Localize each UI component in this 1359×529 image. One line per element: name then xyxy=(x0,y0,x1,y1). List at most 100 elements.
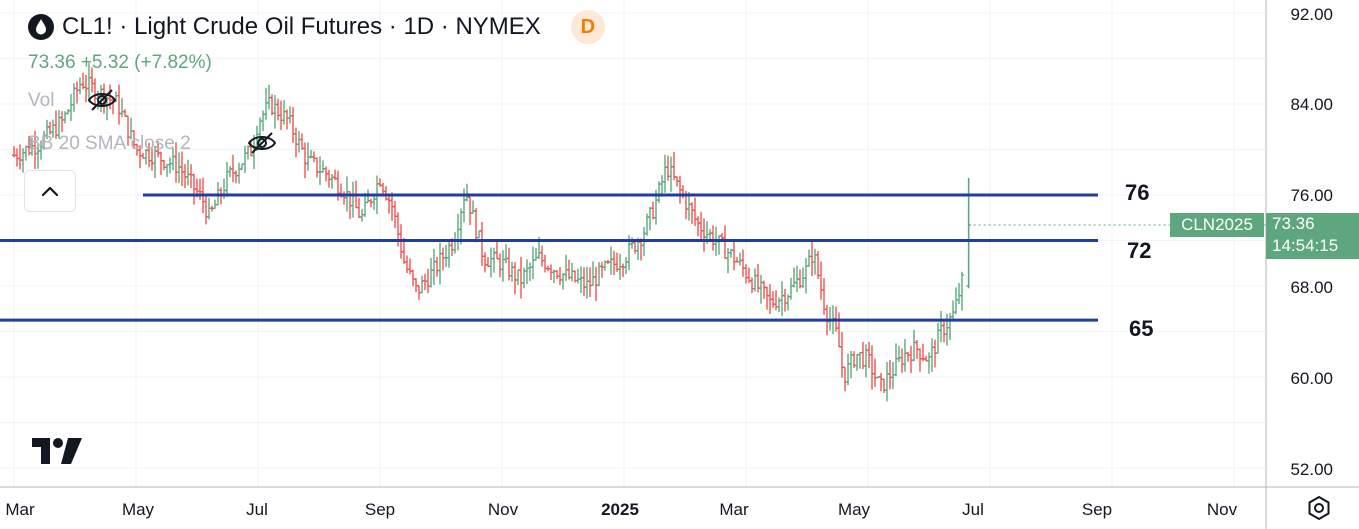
ohlc-bar xyxy=(15,148,19,167)
ohlc-bar xyxy=(753,268,757,292)
ohlc-bar xyxy=(900,348,904,373)
ohlc-bar xyxy=(810,241,814,277)
ohlc-bar xyxy=(897,345,901,363)
ohlc-bar xyxy=(720,233,724,240)
ohlc-bar xyxy=(819,261,823,300)
ohlc-bar xyxy=(270,94,274,116)
ohlc-bar xyxy=(435,256,439,277)
ohlc-bar xyxy=(945,313,949,346)
ohlc-bar xyxy=(564,254,568,281)
ohlc-bar xyxy=(648,206,652,231)
ohlc-bar xyxy=(288,106,292,124)
ohlc-bar xyxy=(864,344,868,378)
level-label-76: 76 xyxy=(1125,180,1150,205)
ohlc-bar xyxy=(558,266,562,286)
eye-slash-icon[interactable] xyxy=(246,130,278,156)
ohlc-bar xyxy=(669,156,673,192)
eye-slash-icon[interactable] xyxy=(86,87,118,113)
gear-icon[interactable] xyxy=(1306,495,1332,521)
ohlc-bar xyxy=(441,247,445,271)
price-summary: 73.36 +5.32 (+7.82%) xyxy=(28,52,212,73)
ohlc-bar xyxy=(612,250,616,276)
ohlc-bar xyxy=(315,157,319,178)
symbol-price-tag: CLN2025 xyxy=(1170,213,1264,237)
ohlc-bar xyxy=(726,248,730,274)
symbol-title[interactable]: CL1! · Light Crude Oil Futures · 1D · NY… xyxy=(62,13,541,40)
ohlc-bar xyxy=(321,160,325,173)
ohlc-bar xyxy=(789,277,793,300)
ohlc-bar xyxy=(576,268,580,284)
last-price-tag: 73.36 14:54:15 xyxy=(1266,213,1359,259)
ohlc-bar xyxy=(225,162,229,197)
ohlc-bar xyxy=(165,163,169,177)
ohlc-bar xyxy=(960,271,964,311)
ohlc-bar xyxy=(891,361,895,390)
ohlc-bar xyxy=(840,332,844,378)
ohlc-bar xyxy=(750,277,754,294)
ohlc-bar xyxy=(663,154,667,193)
ohlc-bar xyxy=(531,246,535,280)
ohlc-bar xyxy=(489,247,493,278)
last-price: 73.36 xyxy=(1272,214,1315,233)
bar-countdown: 14:54:15 xyxy=(1272,236,1339,255)
chevron-up-icon xyxy=(41,186,59,197)
collapse-legend-button[interactable] xyxy=(24,170,76,212)
ohlc-bar xyxy=(738,252,742,266)
ohlc-bar xyxy=(690,202,694,224)
ohlc-bar xyxy=(741,249,745,277)
x-tick-label: Nov xyxy=(1206,500,1238,519)
x-tick-label: Sep xyxy=(1081,500,1113,519)
ohlc-bar xyxy=(843,366,847,392)
ohlc-bar xyxy=(951,300,955,319)
ohlc-bar xyxy=(837,312,841,348)
ohlc-bar xyxy=(855,353,859,371)
ohlc-bar xyxy=(444,245,448,268)
y-tick-label: 52.00 xyxy=(1290,460,1333,479)
ohlc-bar xyxy=(162,159,166,171)
ohlc-bar xyxy=(279,100,283,131)
ohlc-bar xyxy=(285,109,289,130)
ohlc-bar xyxy=(594,266,598,301)
ohlc-bar xyxy=(846,353,850,386)
ohlc-bar xyxy=(858,351,862,369)
ohlc-bar xyxy=(528,262,532,282)
ohlc-bar xyxy=(477,230,481,239)
ohlc-bar xyxy=(930,338,934,373)
x-tick-label: May xyxy=(837,500,871,519)
ohlc-bar xyxy=(75,81,79,104)
x-tick-label: Nov xyxy=(487,500,519,519)
ohlc-bar xyxy=(540,245,544,267)
y-tick-label: 84.00 xyxy=(1290,95,1333,114)
ohlc-bar xyxy=(762,280,766,299)
data-status-badge[interactable]: D xyxy=(570,10,605,44)
indicator-vol[interactable]: Vol xyxy=(28,90,55,111)
ohlc-bar xyxy=(363,192,367,218)
ohlc-bar xyxy=(411,269,415,287)
ohlc-bar xyxy=(498,253,502,278)
tradingview-logo[interactable] xyxy=(32,438,82,464)
x-tick-label: May xyxy=(121,500,155,519)
ohlc-bar xyxy=(177,152,181,184)
level-label-65: 65 xyxy=(1129,316,1154,341)
ohlc-bar xyxy=(318,156,322,185)
ohlc-bar xyxy=(312,151,316,163)
ohlc-bar xyxy=(633,240,637,254)
y-tick-label: 68.00 xyxy=(1290,278,1333,297)
ohlc-bar xyxy=(21,148,25,173)
ohlc-bar xyxy=(894,343,898,377)
ohlc-bar xyxy=(759,274,763,304)
ohlc-bar xyxy=(861,342,865,370)
ohlc-bar xyxy=(387,193,391,214)
ohlc-bar xyxy=(813,248,817,275)
ohlc-bar xyxy=(198,178,202,200)
ohlc-bar xyxy=(585,266,589,299)
ohlc-bar xyxy=(231,154,235,183)
ohlc-bar xyxy=(954,287,958,315)
ohlc-bar xyxy=(234,170,238,184)
ohlc-bar xyxy=(804,258,808,294)
ohlc-bar xyxy=(939,311,943,343)
indicator-bb[interactable]: BB 20 SMA close 2 xyxy=(28,133,191,154)
ohlc-bar xyxy=(927,352,931,374)
